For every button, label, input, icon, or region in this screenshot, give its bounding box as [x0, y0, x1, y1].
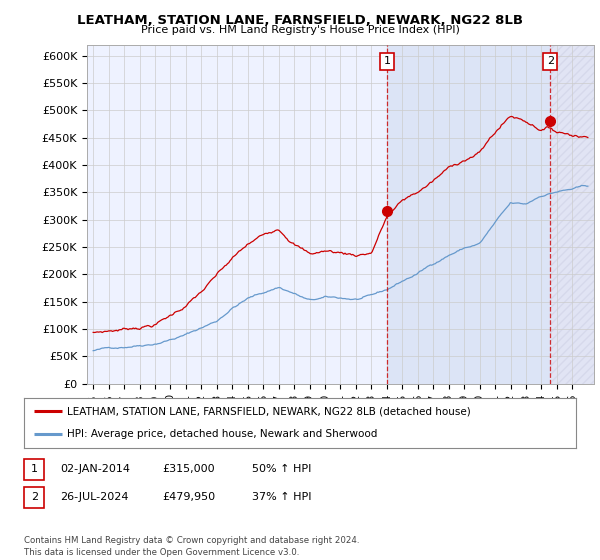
Text: Contains HM Land Registry data © Crown copyright and database right 2024.
This d: Contains HM Land Registry data © Crown c… [24, 536, 359, 557]
Text: LEATHAM, STATION LANE, FARNSFIELD, NEWARK, NG22 8LB (detached house): LEATHAM, STATION LANE, FARNSFIELD, NEWAR… [67, 406, 471, 416]
Bar [550, 45, 596, 384]
Text: £479,950: £479,950 [162, 492, 215, 502]
Text: HPI: Average price, detached house, Newark and Sherwood: HPI: Average price, detached house, Newa… [67, 430, 377, 440]
Bar [387, 45, 550, 384]
Text: 26-JUL-2024: 26-JUL-2024 [60, 492, 128, 502]
Text: LEATHAM, STATION LANE, FARNSFIELD, NEWARK, NG22 8LB: LEATHAM, STATION LANE, FARNSFIELD, NEWAR… [77, 14, 523, 27]
Text: 1: 1 [31, 464, 38, 474]
Text: Price paid vs. HM Land Registry's House Price Index (HPI): Price paid vs. HM Land Registry's House … [140, 25, 460, 35]
Text: 1: 1 [383, 56, 391, 66]
Text: £315,000: £315,000 [162, 464, 215, 474]
Text: 37% ↑ HPI: 37% ↑ HPI [252, 492, 311, 502]
Text: 2: 2 [31, 492, 38, 502]
Text: 50% ↑ HPI: 50% ↑ HPI [252, 464, 311, 474]
Text: 2: 2 [547, 56, 554, 66]
Text: 02-JAN-2014: 02-JAN-2014 [60, 464, 130, 474]
